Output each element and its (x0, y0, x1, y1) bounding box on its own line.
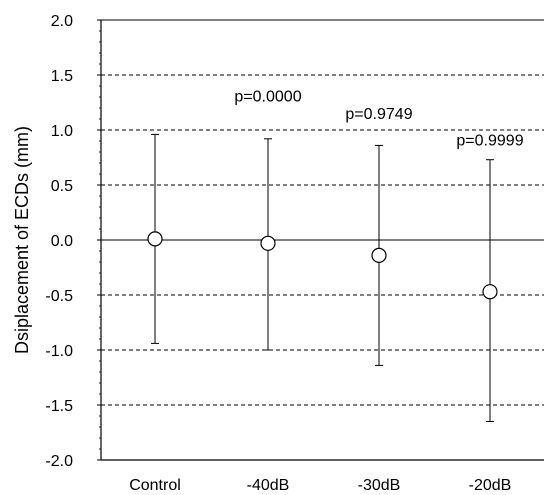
data-point (260, 235, 276, 251)
p-value-annotation: p=0.9999 (456, 132, 523, 149)
y-tick-label: 2.0 (51, 13, 73, 30)
y-tick-label: -1.5 (45, 398, 73, 415)
x-axis-labels: Control -40dB -30dB -20dB (129, 477, 511, 494)
axes (100, 19, 544, 461)
x-tick-label: Control (129, 477, 181, 494)
y-tick-label: 0.0 (51, 233, 73, 250)
y-axis-label: Dsiplacement of ECDs (mm) (12, 126, 32, 354)
y-tick-label: -2.0 (45, 453, 73, 470)
x-tick-label: -40dB (247, 477, 290, 494)
error-bars (151, 133, 494, 422)
data-point (147, 231, 163, 247)
x-tick-label: -30dB (358, 477, 401, 494)
annotations: p=0.0000 p=0.9749 p=0.9999 (234, 88, 523, 149)
p-value-annotation: p=0.0000 (234, 88, 301, 105)
data-point (371, 247, 387, 263)
gridlines (101, 19, 544, 406)
p-value-annotation: p=0.9749 (345, 106, 412, 123)
data-points (147, 231, 498, 300)
y-tick-label: 1.0 (51, 123, 73, 140)
y-tick-label: -0.5 (45, 288, 73, 305)
y-axis-ticks: 2.0 1.5 1.0 0.5 0.0 -0.5 -1.0 -1.5 -2.0 (45, 13, 101, 470)
y-tick-label: 0.5 (51, 178, 73, 195)
y-tick-label: -1.0 (45, 343, 73, 360)
data-point (482, 284, 498, 300)
x-tick-label: -20dB (469, 477, 512, 494)
y-tick-label: 1.5 (51, 68, 73, 85)
